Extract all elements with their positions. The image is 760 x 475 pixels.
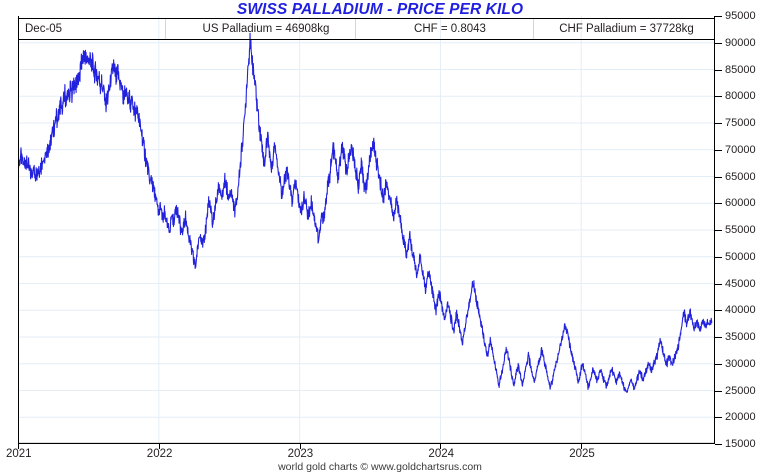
y-axis-tick-label: 40000 [725, 304, 756, 317]
info-us-palladium: US Palladium = 46908kg [202, 23, 330, 35]
y-axis-tick-label: 35000 [725, 331, 756, 343]
y-axis-tick [715, 337, 722, 338]
y-axis-tick-label: 75000 [725, 117, 756, 129]
y-axis-tick-label: 50000 [725, 250, 756, 263]
x-axis-tick-label: 2025 [569, 448, 595, 460]
y-axis-tick-label: 90000 [725, 36, 756, 49]
y-axis-tick-label: 80000 [725, 90, 756, 103]
x-axis-tick [581, 444, 583, 449]
y-axis-tick [715, 283, 722, 285]
horizontal-gridlines [18, 42, 715, 418]
price-series-line [18, 32, 713, 393]
y-axis-tick-label: 25000 [725, 384, 756, 397]
price-line-chart [18, 16, 715, 444]
y-axis-tick-label: 55000 [725, 224, 756, 236]
y-axis-tick [715, 310, 722, 312]
y-axis-tick [715, 96, 722, 98]
info-date-label: Dec-05 [25, 23, 63, 35]
info-bar: Dec-05 US Palladium = 46908kg CHF = 0.80… [18, 18, 715, 40]
y-axis-tick [715, 149, 722, 151]
info-chf-rate: CHF = 0.8043 [414, 23, 486, 35]
y-axis-tick [715, 203, 722, 205]
y-axis-tick-label: 15000 [725, 438, 756, 450]
y-axis-tick-label: 70000 [725, 143, 756, 156]
x-axis-tick [440, 444, 442, 449]
info-divider-1 [165, 19, 166, 39]
y-axis-tick [715, 363, 722, 365]
y-axis-tick [715, 42, 722, 44]
chart-title: SWISS PALLADIUM - PRICE PER KILO [236, 1, 524, 18]
y-axis-tick [715, 16, 722, 17]
info-divider-2 [355, 19, 356, 39]
info-divider-3 [533, 19, 534, 39]
y-axis-tick [715, 123, 722, 124]
y-axis-tick [715, 69, 722, 71]
y-axis-tick [715, 256, 722, 258]
x-axis-tick [18, 444, 19, 449]
y-axis-tick [715, 417, 722, 419]
y-axis-tick-label: 60000 [725, 197, 756, 210]
x-axis-tick-label: 2023 [287, 448, 314, 460]
y-axis-tick-label: 20000 [725, 411, 756, 424]
x-axis-tick-label: 2024 [428, 448, 455, 460]
y-axis-tick-label: 95000 [725, 10, 756, 22]
y-axis-tick-label: 45000 [725, 277, 756, 290]
y-axis-tick [715, 390, 722, 392]
y-axis-tick-label: 65000 [725, 170, 756, 183]
footer-attribution: world gold charts © www.goldchartsrus.co… [278, 461, 482, 473]
y-axis-tick [715, 176, 722, 178]
y-axis-tick [715, 230, 722, 231]
y-axis-tick-label: 85000 [725, 63, 756, 76]
plot-area [18, 16, 715, 444]
y-axis-tick-label: 30000 [725, 357, 756, 370]
x-axis-tick-label: 2022 [146, 448, 173, 460]
x-axis-tick-label: 2021 [6, 448, 32, 460]
info-chf-palladium: CHF Palladium = 37728kg [559, 23, 694, 35]
x-axis-tick [299, 444, 301, 449]
x-axis-tick [158, 444, 160, 449]
y-axis-tick [715, 444, 722, 445]
